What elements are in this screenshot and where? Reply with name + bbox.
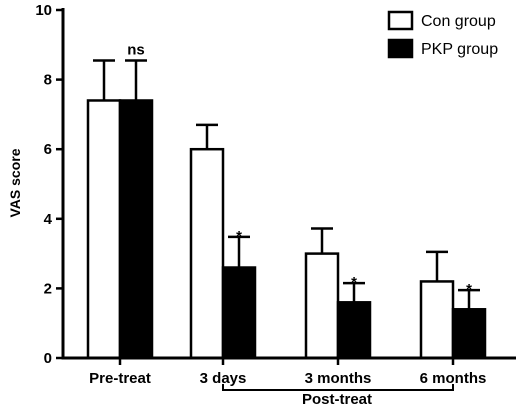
bar-con-group-3-days <box>189 147 225 360</box>
y-tick-label-0: 0 <box>44 350 52 367</box>
bar-pkp-group-pre-treat <box>118 99 154 360</box>
y-tick-label-8: 8 <box>44 72 52 89</box>
legend: Con group PKP group <box>387 10 498 59</box>
y-axis-label: VAS score <box>7 148 23 217</box>
x-tick-label-pre-treat: Pre-treat <box>89 370 151 387</box>
plot-area: ns Pre-treat * 3 days * 3 months * 6 months 0 2 4 6… <box>35 2 516 391</box>
bar-pkp-group-3-days <box>221 266 257 360</box>
legend-swatch-con-group <box>387 10 414 31</box>
significance-label-3-months: * <box>351 274 357 291</box>
group-label-post-treat: Post-treat <box>302 391 372 408</box>
y-tick-label-6: 6 <box>44 141 52 158</box>
x-tick-label-6-months: 6 months <box>420 370 487 387</box>
significance-label-3-days: * <box>236 228 242 245</box>
x-tick-label-3-months: 3 months <box>305 370 372 387</box>
legend-label-con-group: Con group <box>421 13 496 30</box>
legend-label-pkp-group: PKP group <box>421 41 498 58</box>
y-tick-label-10: 10 <box>35 2 52 19</box>
legend-swatch-pkp-group <box>387 38 414 59</box>
bar-con-group-6-months <box>419 280 455 360</box>
bar-pkp-group-6-months <box>451 308 487 360</box>
bar-pkp-group-3-months <box>336 301 372 360</box>
bar-con-group-3-months <box>304 252 340 360</box>
bar-con-group-pre-treat <box>86 99 122 360</box>
y-tick-label-4: 4 <box>44 211 53 228</box>
significance-label-6-months: * <box>466 281 472 298</box>
y-tick-label-2: 2 <box>44 280 52 297</box>
significance-label-pre-treat: ns <box>127 41 145 58</box>
post-treat-bracket <box>222 384 454 391</box>
x-tick-label-3-days: 3 days <box>200 370 247 387</box>
